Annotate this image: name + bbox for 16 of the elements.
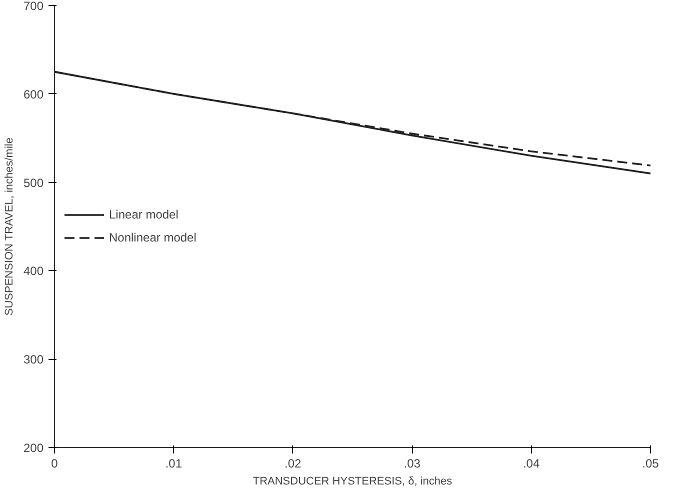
- x-axis-title: TRANSDUCER HYSTERESIS, δ, inches: [252, 476, 453, 488]
- y-tick-label: 300: [23, 352, 44, 367]
- x-tick-label: .03: [404, 456, 421, 470]
- y-tick-label: 400: [23, 264, 44, 278]
- x-tick-label: .04: [522, 456, 540, 470]
- legend-label: Linear model: [109, 208, 178, 222]
- y-tick-label: 600: [23, 87, 44, 102]
- y-tick-label: 200: [23, 441, 44, 455]
- x-tick-label: .02: [284, 456, 302, 470]
- y-tick-label: 700: [23, 0, 44, 13]
- x-tick-label: 0: [51, 456, 58, 470]
- y-tick-label: 500: [23, 176, 44, 190]
- x-tick-label: .05: [642, 456, 660, 470]
- x-tick-label: .01: [165, 456, 182, 470]
- legend-label: Nonlinear model: [109, 230, 196, 244]
- y-axis-title: SUSPENSION TRAVEL, inches/mile: [3, 138, 16, 316]
